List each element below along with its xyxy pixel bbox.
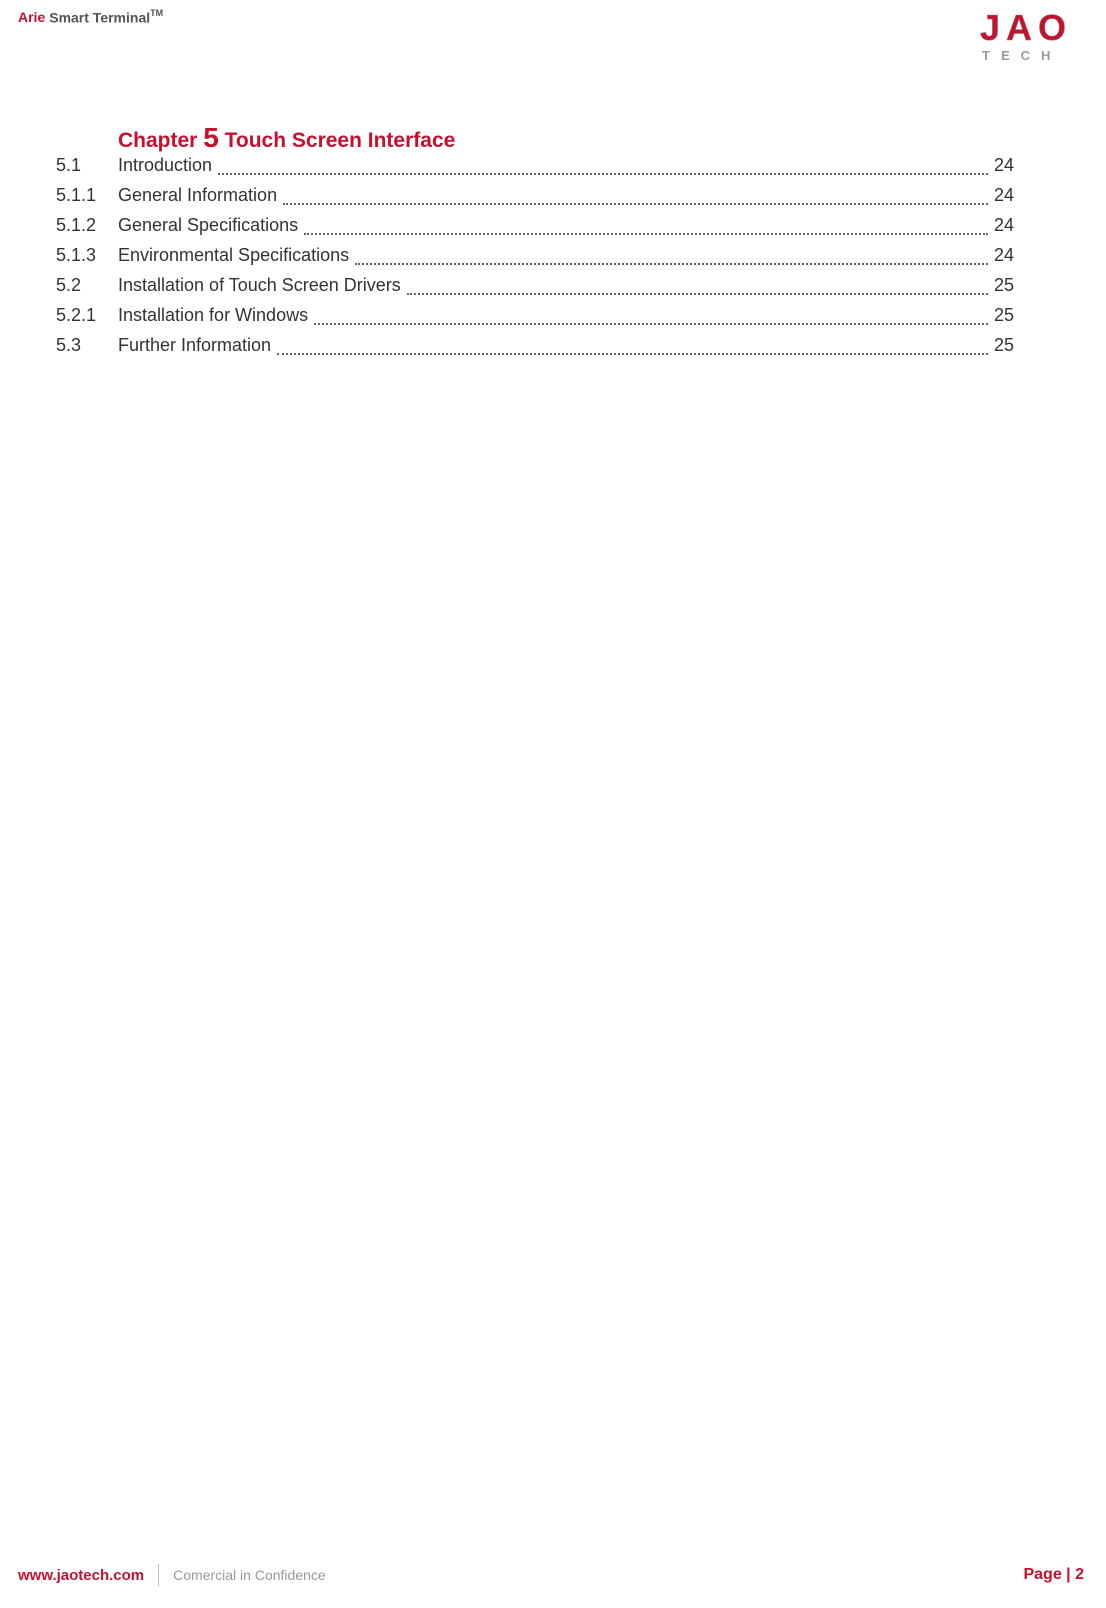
toc-entry: 5.2 Installation of Touch Screen Drivers… <box>56 275 1014 305</box>
toc-leader <box>355 263 988 265</box>
toc-entry: 5.1.3 Environmental Specifications 24 <box>56 245 1014 275</box>
chapter-name: Touch Screen Interface <box>225 129 456 152</box>
brand-suffix-wrap: Smart TerminalTM <box>49 8 163 27</box>
chapter-number: 5 <box>203 122 219 153</box>
toc-page: 24 <box>988 185 1014 206</box>
toc-entry: 5.1.1 General Information 24 <box>56 185 1014 215</box>
toc-title: Environmental Specifications <box>118 245 355 266</box>
product-name: Arie Smart TerminalTM <box>18 8 163 27</box>
toc-leader <box>407 293 988 295</box>
toc-leader <box>304 233 988 235</box>
table-of-contents: 5.1 Introduction 24 5.1.1 General Inform… <box>56 155 1014 365</box>
toc-number: 5.1.2 <box>56 215 118 236</box>
toc-page: 24 <box>988 155 1014 176</box>
toc-title: Installation of Touch Screen Drivers <box>118 275 407 296</box>
footer-confidential: Comercial in Confidence <box>173 1567 326 1583</box>
toc-leader <box>314 323 988 325</box>
toc-title: Further Information <box>118 335 277 356</box>
toc-page: 25 <box>988 275 1014 296</box>
page-footer: www.jaotech.com Comercial in Confidence … <box>18 1564 1084 1586</box>
trademark: TM <box>150 8 163 18</box>
toc-leader <box>283 203 988 205</box>
toc-number: 5.2 <box>56 275 118 296</box>
chapter-title: Chapter 5 Touch Screen Interface <box>118 122 455 154</box>
toc-entry: 5.2.1 Installation for Windows 25 <box>56 305 1014 335</box>
svg-text:J: J <box>980 7 1000 48</box>
toc-number: 5.1 <box>56 155 118 176</box>
toc-title: Introduction <box>118 155 218 176</box>
toc-entry: 5.1 Introduction 24 <box>56 155 1014 185</box>
toc-title: General Information <box>118 185 283 206</box>
toc-page: 24 <box>988 245 1014 266</box>
svg-text:A: A <box>1006 7 1032 48</box>
toc-entry: 5.1.2 General Specifications 24 <box>56 215 1014 245</box>
toc-page: 25 <box>988 335 1014 356</box>
page-header: Arie Smart TerminalTM J A O TECH <box>18 8 1086 73</box>
footer-page-number: Page | 2 <box>1023 1566 1084 1584</box>
toc-title: Installation for Windows <box>118 305 314 326</box>
toc-page: 25 <box>988 305 1014 326</box>
toc-number: 5.2.1 <box>56 305 118 326</box>
brand-prefix: Arie <box>18 9 45 25</box>
footer-divider <box>158 1564 159 1586</box>
toc-number: 5.1.3 <box>56 245 118 266</box>
company-logo: J A O TECH <box>976 4 1086 73</box>
toc-leader <box>277 353 988 355</box>
footer-left: www.jaotech.com Comercial in Confidence <box>18 1564 326 1586</box>
brand-suffix: Smart Terminal <box>49 9 150 25</box>
toc-number: 5.3 <box>56 335 118 356</box>
svg-text:O: O <box>1038 7 1066 48</box>
toc-leader <box>218 173 988 175</box>
toc-title: General Specifications <box>118 215 304 236</box>
toc-entry: 5.3 Further Information 25 <box>56 335 1014 365</box>
toc-number: 5.1.1 <box>56 185 118 206</box>
chapter-prefix: Chapter <box>118 129 197 152</box>
svg-text:TECH: TECH <box>982 48 1061 63</box>
toc-page: 24 <box>988 215 1014 236</box>
footer-url: www.jaotech.com <box>18 1567 144 1584</box>
